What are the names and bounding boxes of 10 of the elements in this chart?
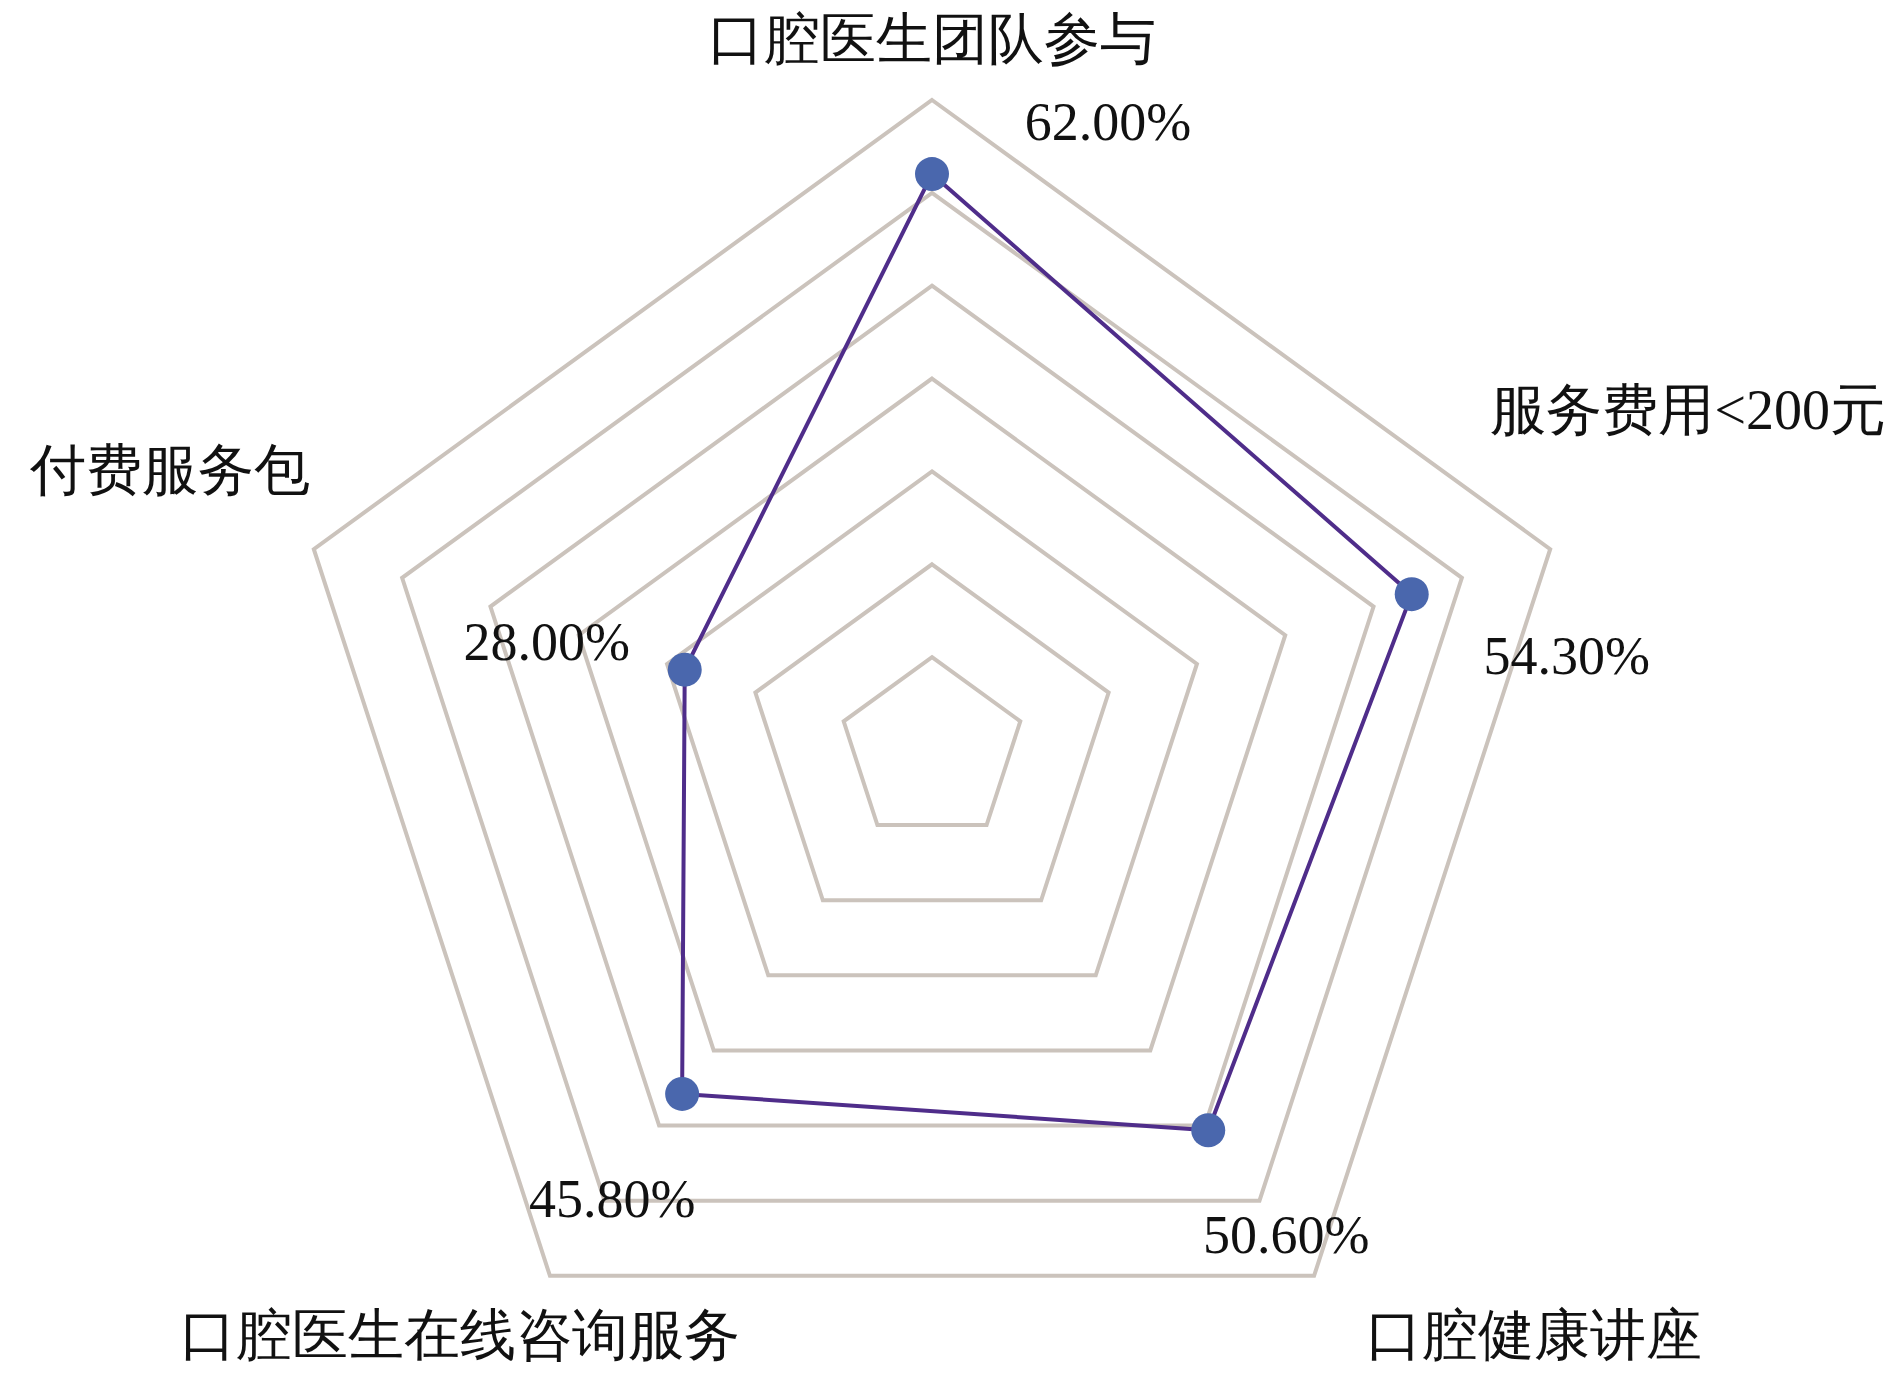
text: 50.60% <box>1202 1205 1370 1266</box>
spoke-label: 口腔健康讲座 <box>1366 1303 1703 1366</box>
spoke-label: 口腔医生团队参与 <box>708 8 1156 70</box>
text: 54.30% <box>1483 626 1650 687</box>
text: 45.80% <box>528 1168 696 1229</box>
spoke-label: 付费服务包 <box>29 439 310 502</box>
text: 62.00% <box>1024 92 1192 153</box>
spoke-label: 服务费用<200元 <box>1490 379 1886 442</box>
text: 28.00% <box>463 611 630 672</box>
spoke-label: 口腔医生在线咨询服务 <box>179 1303 740 1366</box>
